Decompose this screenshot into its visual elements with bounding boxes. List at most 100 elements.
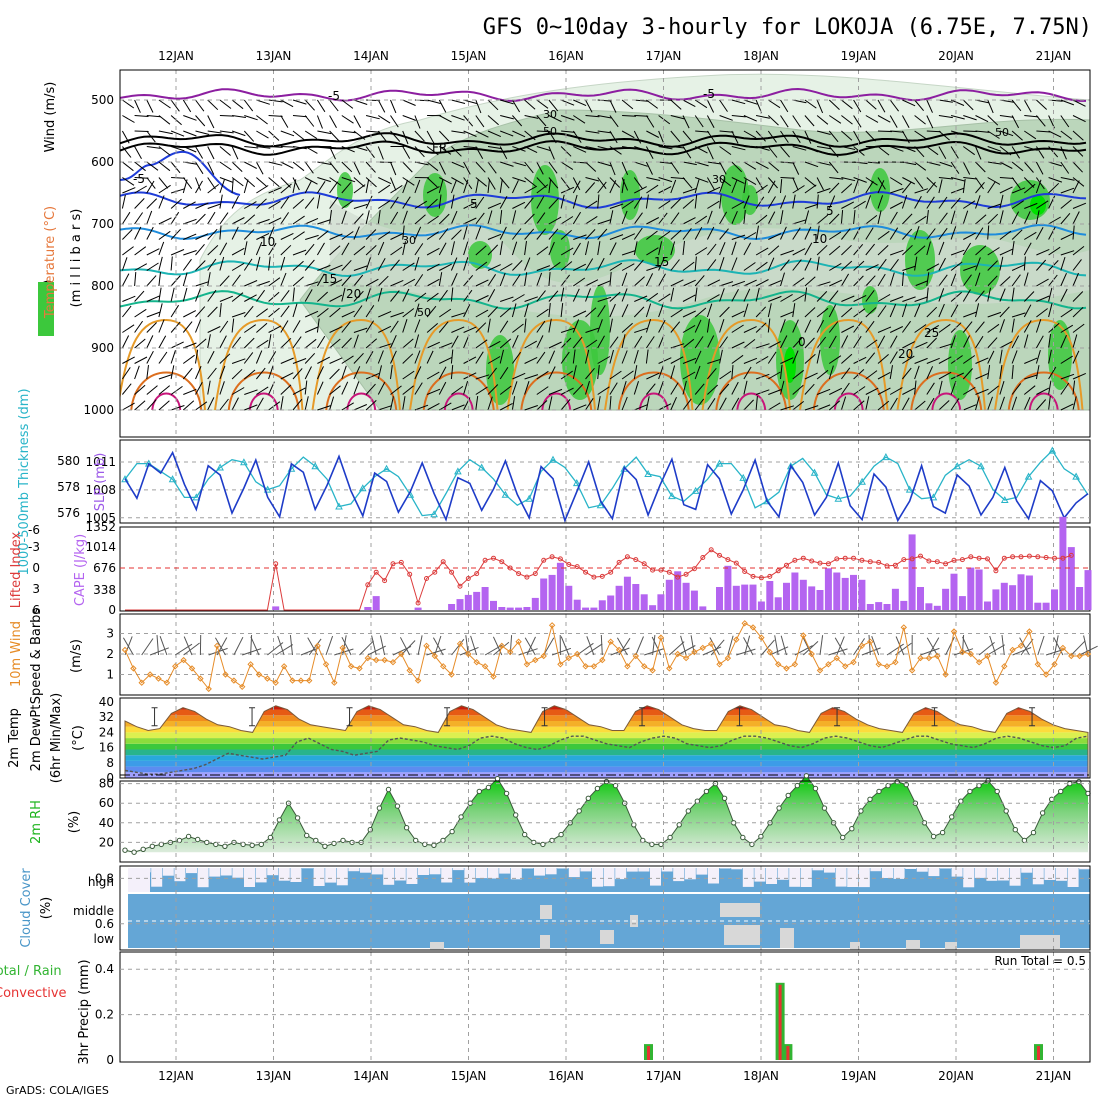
wind-barb <box>841 130 853 141</box>
wind-barb <box>609 291 621 302</box>
wind-barb <box>707 279 721 287</box>
cloud-high-gap <box>731 868 743 870</box>
thickness-point <box>168 475 177 483</box>
rh-moist-blob-2 <box>531 165 559 235</box>
wind-barb <box>560 99 575 106</box>
lifted-axis-label: Lifted Index <box>9 531 24 608</box>
wind-barb <box>767 245 780 256</box>
wind-barb <box>731 146 746 151</box>
wind-barb <box>524 213 535 225</box>
wind-barb <box>292 231 305 240</box>
wind-barb <box>475 261 488 271</box>
bottom-date-16JAN: 16JAN <box>548 1069 584 1083</box>
wind-barb <box>390 279 404 287</box>
wind-barb <box>902 244 913 256</box>
wind-barb <box>450 210 458 225</box>
wind-barb <box>682 228 692 240</box>
wind-barb <box>877 210 882 225</box>
cloud-high-gap <box>580 868 592 872</box>
rh-point <box>740 834 746 841</box>
temp-label--5: -5 <box>703 87 715 101</box>
rh-moist-blob-16 <box>948 330 972 400</box>
wind-barb <box>926 357 940 364</box>
wind-barb <box>548 216 562 225</box>
wind-barb <box>244 280 258 287</box>
wind-barb <box>500 161 514 167</box>
wind10-point <box>992 679 1000 686</box>
wind10-point <box>825 661 832 668</box>
thickness-point <box>858 477 866 485</box>
wind-barb <box>280 256 286 271</box>
wind-barb <box>475 295 489 302</box>
wind-barb <box>1072 291 1084 302</box>
pressure-tick-900: 900 <box>91 341 114 355</box>
cloud-high-gap <box>441 868 453 883</box>
wind-barb <box>792 115 801 128</box>
lifted-index-point <box>541 557 547 563</box>
wind-barb <box>828 195 836 209</box>
precip-total-label: Total / Rain <box>0 964 62 979</box>
wind-barb <box>1035 146 1045 159</box>
wind-barb <box>390 115 399 128</box>
wind10-barb <box>989 635 997 656</box>
precip-conv-bar <box>1037 1046 1040 1060</box>
wind-barb <box>243 352 254 364</box>
rh-point <box>658 841 664 848</box>
wind-barb <box>938 257 946 271</box>
wind10-point <box>1084 650 1092 658</box>
wind-barb <box>1060 187 1075 194</box>
wind-barb <box>634 115 649 117</box>
wind-barb <box>865 290 875 302</box>
wind10-barb <box>560 636 570 656</box>
wind-barb <box>329 233 343 240</box>
li-tick--6: -6 <box>28 523 40 537</box>
cloud-high-gap <box>998 868 1009 881</box>
wind-barb <box>134 130 149 132</box>
wind-barb <box>1060 199 1072 209</box>
cloud-high-gap <box>278 868 290 881</box>
wind-barb <box>1035 319 1042 333</box>
wind-barb <box>317 405 331 411</box>
lifted-index-point <box>700 555 706 560</box>
wind-barb <box>633 335 643 349</box>
wind-barb <box>243 179 249 194</box>
temp-label-20: 20 <box>346 287 361 301</box>
wind10-barb <box>277 635 285 656</box>
wind-barb <box>670 396 677 411</box>
temp-minmax-whisker <box>736 707 743 727</box>
wind-barb <box>195 130 210 135</box>
wind-barb <box>914 303 921 318</box>
wind-barb <box>585 177 600 182</box>
lifted-index-point <box>616 559 622 565</box>
pressure-tick-800: 800 <box>91 279 114 293</box>
wind-barb <box>999 194 1004 209</box>
wind-barb <box>706 99 715 113</box>
wind-barb <box>268 146 283 148</box>
wind-barb <box>902 213 913 225</box>
wind-barb <box>695 177 709 183</box>
wind-barb <box>926 130 941 133</box>
wind-barb <box>694 383 705 395</box>
cape-bar <box>984 601 991 610</box>
wind-barb <box>780 99 789 113</box>
wind-barb <box>1048 380 1052 395</box>
wind-barb <box>451 115 465 121</box>
wind-barb <box>146 322 157 333</box>
cape-tick-1014: 1014 <box>85 540 116 554</box>
wind10-point <box>490 673 497 680</box>
wind-barb <box>1011 130 1023 141</box>
wind-barb <box>865 243 875 256</box>
wind-barb <box>1024 231 1037 240</box>
lifted-index-point <box>633 557 639 563</box>
wind-barb <box>841 146 856 150</box>
wind-barb <box>329 368 340 380</box>
wind-barb <box>548 130 557 144</box>
wind-barb <box>146 161 159 171</box>
wind-barb <box>767 115 779 126</box>
wind10-point <box>347 663 355 670</box>
wind-barb <box>731 381 739 395</box>
wind10-point <box>833 654 841 662</box>
wind-barb <box>743 210 746 225</box>
rh-point <box>858 808 864 814</box>
wind-barb <box>828 213 840 225</box>
